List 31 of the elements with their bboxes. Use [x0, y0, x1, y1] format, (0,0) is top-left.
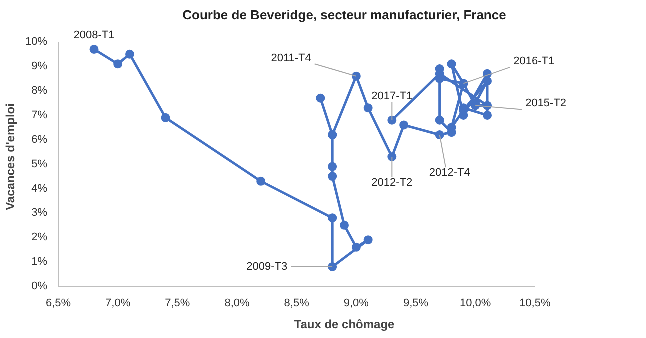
x-tick-label: 10,0% [460, 298, 492, 310]
y-tick-label: 6% [32, 134, 48, 146]
annotation: 2015-T2 [526, 98, 567, 110]
x-axis-title: Taux de chômage [294, 318, 396, 332]
y-tick-label: 1% [32, 256, 48, 268]
y-tick-label: 10% [25, 36, 48, 48]
x-tick-label: 8,0% [224, 298, 250, 310]
x-tick-label: 10,5% [520, 298, 551, 310]
x-tick-label: 7,0% [106, 298, 131, 310]
y-tick-label: 4% [32, 182, 48, 195]
x-tick-label: 9,5% [403, 298, 429, 310]
y-tick-label: 7% [32, 109, 48, 122]
annotation: 2008-T1 [74, 29, 115, 42]
x-tick-label: 6,5% [46, 298, 72, 310]
y-tick-label: 9% [32, 60, 48, 73]
annotation: 2012-T2 [372, 177, 413, 189]
y-tick-label: 3% [32, 207, 48, 220]
annotation: 2017-T1 [372, 90, 413, 102]
x-tick-label: 9,0% [344, 298, 370, 310]
annotation: 2011-T4 [271, 52, 312, 64]
y-tick-label: 2% [32, 232, 48, 244]
annotation: 2016-T1 [514, 56, 555, 68]
x-tick-label: 7,5% [165, 298, 190, 310]
y-tick-label: 0% [32, 280, 48, 292]
y-tick-label: 8% [32, 85, 48, 98]
annotation: 2012-T4 [429, 167, 470, 180]
chart-title: Courbe de Beveridge, secteur manufacturier, France [182, 8, 506, 22]
y-axis-title: Vacances d'emploi [3, 104, 18, 210]
x-tick-label: 8,5% [284, 298, 310, 310]
y-tick-label: 5% [32, 158, 48, 170]
annotation: 2009-T3 [246, 260, 288, 273]
